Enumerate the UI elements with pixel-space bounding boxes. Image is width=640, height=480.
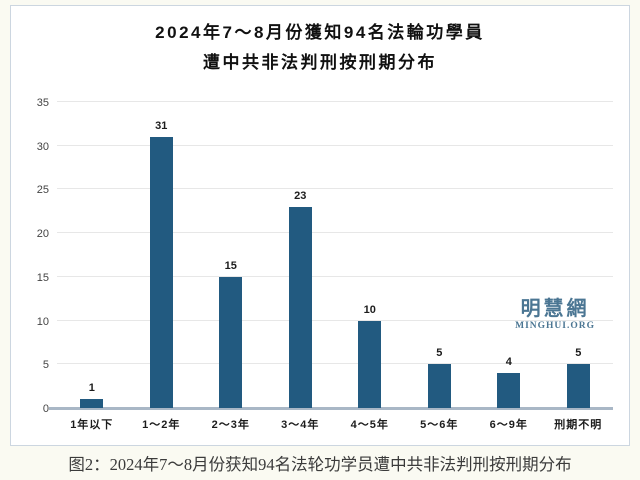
minghui-watermark: 明慧網 MINGHUI.ORG (515, 298, 595, 331)
chart-panel: 2024年7～8月份獲知94名法輪功學員 遭中共非法判刑按刑期分布 0 5 10 15… (10, 5, 630, 446)
y-tick-label: 25 (36, 184, 49, 197)
bar (288, 207, 312, 408)
y-tick-label: 20 (36, 228, 49, 241)
gridline (57, 101, 613, 102)
bar-value-label: 4 (505, 356, 512, 368)
gridline (57, 319, 613, 321)
y-tick-label: 5 (42, 359, 49, 372)
x-tick-label: 2～3年 (211, 419, 250, 431)
x-tick-label: 1年以下 (70, 419, 114, 431)
x-tick-label: 4～5年 (350, 419, 389, 431)
bar-value-label: 5 (436, 347, 443, 359)
bar-value-label: 15 (224, 260, 237, 272)
bar (219, 277, 243, 408)
y-tick-label: 30 (36, 140, 49, 153)
bar (149, 137, 173, 408)
x-tick-label: 3～4年 (281, 419, 320, 431)
bar (80, 399, 104, 408)
y-tick-label: 10 (36, 315, 49, 328)
x-tick-label: 1～2年 (142, 419, 181, 431)
gridline (57, 188, 613, 190)
minghui-watermark-logo: 明慧網 (520, 298, 590, 320)
plot-area: 0 5 10 15 20 25 30 35 1 1年以下 31 1～2年 15 2～3年 23 3～4年 10 4… (37, 97, 613, 431)
gridline (57, 363, 613, 365)
bar (566, 364, 590, 408)
bar (497, 373, 521, 408)
minghui-watermark-url: MINGHUI.ORG (515, 321, 595, 331)
bar (358, 321, 382, 408)
figure-caption: 图2：2024年7～8月份获知94名法轮功学员遭中共非法判刑按刑期分布 (68, 455, 572, 474)
x-tick-label: 5～6年 (420, 419, 459, 431)
bar-value-label: 31 (155, 120, 168, 132)
chart-title-line2: 遭中共非法判刑按刑期分布 (203, 53, 437, 72)
chart-title: 2024年7～8月份獲知94名法輪功學員 遭中共非法判刑按刑期分布 (11, 18, 629, 78)
chart-title-line1: 2024年7～8月份獲知94名法輪功學員 (155, 23, 485, 42)
bar-value-label: 10 (363, 304, 376, 316)
x-tick-label: 刑期不明 (554, 419, 603, 431)
bar-value-label: 23 (294, 190, 307, 202)
gridline (57, 232, 613, 234)
y-tick-label: 15 (36, 271, 49, 284)
y-tick-label: 35 (36, 97, 49, 109)
x-axis-line (49, 407, 613, 410)
y-tick-label: 0 (42, 403, 49, 415)
gridline (57, 144, 613, 146)
bar-value-label: 5 (575, 347, 582, 359)
bar (427, 364, 451, 408)
bar-value-label: 1 (88, 382, 95, 394)
x-tick-label: 6～9年 (489, 419, 528, 431)
gridline (57, 275, 613, 277)
